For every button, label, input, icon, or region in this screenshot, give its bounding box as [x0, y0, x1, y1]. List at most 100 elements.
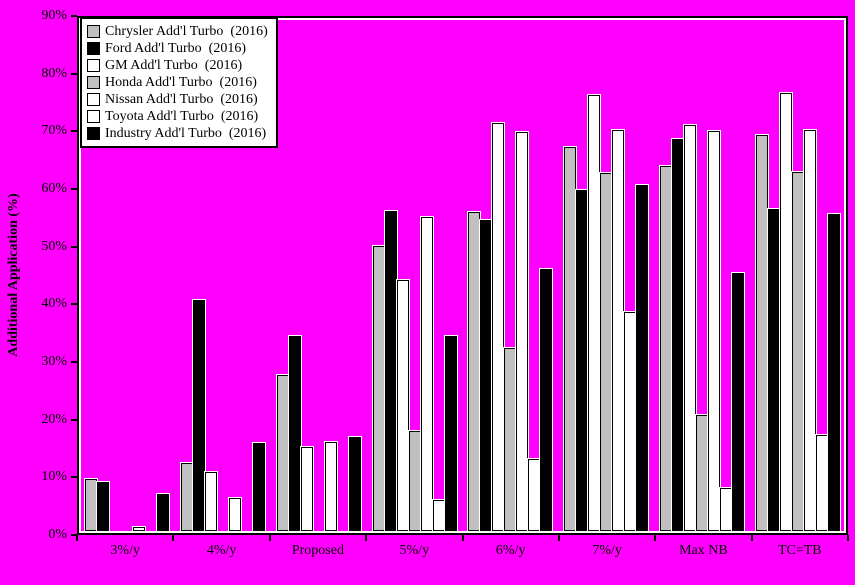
- y-tick: [71, 130, 77, 133]
- y-tick: [71, 188, 77, 190]
- bar: [492, 123, 505, 531]
- bar: [612, 130, 625, 531]
- y-tick-label: 70%: [41, 123, 67, 139]
- x-tick: [847, 535, 849, 541]
- x-tick-label: Max NB: [679, 543, 728, 558]
- bar: [468, 211, 481, 531]
- bar: [792, 171, 805, 531]
- y-tick: [71, 15, 77, 17]
- legend-marker: [87, 42, 100, 55]
- x-tick-label: 6%/y: [495, 543, 526, 558]
- legend-marker: [87, 127, 100, 140]
- bar: [696, 415, 709, 531]
- legend-item: GM Add'l Turbo (2016): [87, 57, 268, 74]
- x-tick-label: Proposed: [291, 543, 344, 558]
- bar: [684, 125, 697, 531]
- bar: [588, 94, 601, 531]
- legend-marker: [87, 76, 100, 89]
- bar: [288, 335, 301, 531]
- bar: [600, 172, 613, 531]
- x-tick: [172, 535, 175, 541]
- bar: [672, 138, 685, 531]
- bar: [432, 500, 445, 531]
- legend-item: Ford Add'l Turbo (2016): [87, 40, 268, 57]
- legend-item: Nissan Add'l Turbo (2016): [87, 91, 268, 108]
- bar: [780, 92, 793, 531]
- y-tick-label: 30%: [41, 354, 67, 369]
- x-tick-label: 3%/y: [110, 543, 140, 558]
- y-tick-label: 40%: [41, 296, 67, 312]
- bar: [300, 446, 313, 531]
- y-tick: [71, 245, 77, 248]
- bar: [528, 459, 541, 531]
- bar: [204, 472, 217, 531]
- x-tick: [76, 535, 78, 541]
- legend-label: Chrysler Add'l Turbo (2016): [105, 24, 268, 39]
- y-tick: [71, 72, 77, 75]
- y-tick: [71, 476, 77, 479]
- bar: [228, 497, 241, 531]
- bar: [324, 441, 337, 531]
- legend-item: Industry Add'l Turbo (2016): [87, 125, 268, 142]
- bar: [720, 488, 733, 531]
- legend-marker: [87, 93, 100, 106]
- bar: [624, 312, 637, 531]
- bar: [384, 211, 397, 531]
- y-tick: [71, 303, 77, 306]
- bar: [660, 165, 673, 531]
- legend-marker: [87, 59, 100, 72]
- bar: [564, 147, 577, 531]
- legend-label: Nissan Add'l Turbo (2016): [105, 92, 258, 107]
- x-tick: [365, 535, 368, 541]
- legend-label: Industry Add'l Turbo (2016): [105, 126, 267, 141]
- bar: [84, 479, 97, 531]
- bar: [732, 272, 745, 531]
- y-tick-label: 80%: [41, 65, 67, 81]
- legend-item: Honda Add'l Turbo (2016): [87, 74, 268, 91]
- legend-marker: [87, 25, 100, 38]
- legend-label: Honda Add'l Turbo (2016): [105, 75, 257, 90]
- bar: [516, 132, 529, 531]
- bar: [348, 437, 361, 531]
- legend-label: GM Add'l Turbo (2016): [105, 58, 243, 73]
- bar: [156, 493, 169, 531]
- bar: [372, 246, 385, 531]
- bar: [540, 268, 553, 531]
- bar: [636, 185, 649, 531]
- plot-area: [77, 16, 848, 535]
- y-tick-label: 60%: [41, 181, 67, 196]
- bar: [180, 463, 193, 531]
- bar: [444, 335, 457, 531]
- bar: [420, 216, 433, 531]
- x-tick-label: 5%/y: [399, 543, 430, 558]
- bar: [132, 527, 145, 531]
- y-tick-label: 10%: [41, 469, 67, 485]
- legend-label: Ford Add'l Turbo (2016): [105, 41, 246, 56]
- bar: [756, 135, 769, 531]
- bar: [276, 375, 289, 531]
- x-tick-label: 4%/y: [206, 543, 237, 558]
- bar: [828, 213, 841, 531]
- legend: Chrysler Add'l Turbo (2016) Ford Add'l Tu…: [80, 17, 278, 148]
- x-tick: [654, 535, 657, 541]
- legend-item: Chrysler Add'l Turbo (2016): [87, 23, 268, 40]
- legend-label: Toyota Add'l Turbo (2016): [105, 109, 259, 124]
- x-tick-label: TC=TB: [777, 543, 822, 558]
- y-tick-label: 20%: [41, 411, 67, 427]
- legend-item: Toyota Add'l Turbo (2016): [87, 108, 268, 125]
- y-tick: [71, 534, 77, 536]
- bar: [252, 443, 265, 531]
- y-tick: [71, 361, 77, 363]
- bar: [480, 220, 493, 531]
- x-tick: [557, 535, 560, 541]
- x-tick-label: 7%/y: [592, 543, 622, 558]
- x-tick: [461, 535, 464, 541]
- bar: [576, 189, 589, 531]
- y-tick-label: 90%: [41, 8, 67, 23]
- x-tick: [268, 535, 271, 541]
- bar: [192, 300, 205, 531]
- bar: [708, 130, 721, 531]
- bar: [96, 482, 109, 531]
- y-axis-title: Additional Application (%): [6, 193, 21, 357]
